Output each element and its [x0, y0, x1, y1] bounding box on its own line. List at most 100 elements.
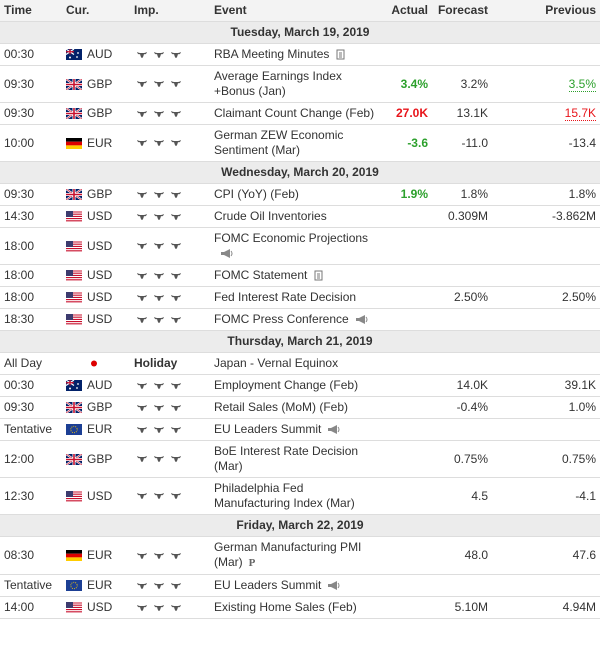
importance-icons: [137, 604, 181, 611]
flag: [65, 379, 82, 392]
event-row: 12:00 GBP BoE Interest Rate Decision (Mar)…: [0, 440, 600, 478]
currency-cell: USD: [62, 227, 130, 265]
date-row: Friday, March 22, 2019: [0, 514, 600, 537]
importance-icons: [137, 140, 181, 147]
event-row: 14:30 USD Crude Oil Inventories 0.309M -3.86…: [0, 205, 600, 228]
currency: USD: [87, 600, 113, 614]
importance-cell: Holiday: [130, 352, 210, 375]
importance-cell: [130, 396, 210, 419]
event-row: 09:30 GBP Claimant Count Change (Feb) 27.0K…: [0, 102, 600, 125]
time: 12:30: [0, 477, 62, 515]
forecast-cell: 14.0K: [432, 374, 492, 397]
previous: -4.1: [575, 488, 596, 503]
currency: USD: [87, 238, 113, 253]
importance-icons: [137, 493, 181, 500]
flag: [65, 188, 83, 202]
actual-cell: [386, 308, 432, 331]
actual-cell: 27.0K: [386, 102, 432, 125]
previous: 4.94M: [562, 600, 596, 614]
flag: [65, 107, 83, 121]
importance-icons: [137, 213, 181, 220]
time: 10:00: [0, 124, 62, 162]
time: 18:00: [0, 264, 62, 287]
importance-cell: [130, 65, 210, 103]
previous-cell: -4.1: [492, 477, 600, 515]
importance-icons: [137, 316, 181, 323]
forecast: -0.4%: [456, 400, 488, 414]
event: FOMC Press Conference: [214, 312, 349, 326]
importance-cell: [130, 227, 210, 265]
column-header: Cur.: [62, 0, 130, 22]
actual-cell: [386, 596, 432, 619]
actual-cell: [386, 227, 432, 265]
date-label: Friday, March 22, 2019: [0, 514, 600, 537]
forecast-cell: -0.4%: [432, 396, 492, 419]
previous-cell: [492, 308, 600, 331]
currency-cell: EUR: [62, 536, 130, 575]
currency-cell: USD: [62, 205, 130, 228]
importance-cell: [130, 124, 210, 162]
previous: -3.862M: [551, 209, 596, 223]
event-cell: Claimant Count Change (Feb): [210, 102, 386, 125]
event-row: 18:30 USD FOMC Press Conference: [0, 308, 600, 331]
flag: [66, 270, 82, 282]
event-row: 10:00 EUR German ZEW Economic Sentiment (M…: [0, 124, 600, 162]
event-row: 09:30 GBP Average Earnings Index +Bonus (J…: [0, 65, 600, 103]
currency-cell: GBP: [62, 396, 130, 419]
currency: GBP: [87, 76, 113, 91]
forecast-cell: [432, 418, 492, 441]
time: 09:30: [0, 65, 62, 103]
event-cell: FOMC Statement: [210, 264, 386, 287]
event-cell: BoE Interest Rate Decision (Mar): [210, 440, 386, 478]
importance-cell: [130, 183, 210, 206]
importance-cell: [130, 440, 210, 478]
forecast-cell: 0.75%: [432, 440, 492, 478]
previous: 3.5%: [568, 76, 596, 92]
importance-cell: [130, 308, 210, 331]
event-cell: German Manufacturing PMI (Mar) P: [210, 536, 386, 575]
actual: 27.0K: [395, 106, 428, 120]
event: Philadelphia Fed Manufacturing Index (Ma…: [214, 481, 355, 510]
flag: [65, 48, 82, 61]
time: 14:30: [0, 205, 62, 228]
event: Retail Sales (MoM) (Feb): [214, 400, 349, 414]
currency: USD: [87, 268, 113, 282]
event-row: 18:00 USD Fed Interest Rate Decision 2.50% 2…: [0, 286, 600, 309]
currency: GBP: [87, 400, 113, 414]
currency-cell: USD: [62, 308, 130, 331]
time: 00:30: [0, 374, 62, 397]
column-header: Previous: [492, 0, 600, 22]
actual: 3.4%: [400, 76, 428, 91]
forecast-cell: [432, 264, 492, 287]
event-cell: CPI (YoY) (Feb): [210, 183, 386, 206]
actual-cell: [386, 574, 432, 597]
actual-cell: [386, 264, 432, 287]
time: 09:30: [0, 183, 62, 206]
actual-cell: [386, 352, 432, 375]
event-row: 12:30 USD Philadelphia Fed Manufacturing I…: [0, 477, 600, 515]
event: Employment Change (Feb): [214, 378, 359, 392]
event-cell: FOMC Economic Projections: [210, 227, 386, 265]
importance-cell: [130, 286, 210, 309]
event-row: 00:30 AUD Employment Change (Feb) 14.0K 39.1…: [0, 374, 600, 397]
previous: 39.1K: [564, 378, 596, 392]
flag: [66, 424, 82, 436]
currency-cell: USD: [62, 596, 130, 619]
previous-cell: -3.862M: [492, 205, 600, 228]
event-cell: Average Earnings Index +Bonus (Jan): [210, 65, 386, 103]
previous: 1.8%: [568, 187, 596, 201]
header-row: Time Cur. Imp. Event Actual Forecast Previous: [0, 0, 600, 22]
forecast: 3.2%: [460, 76, 488, 91]
currency: EUR: [87, 548, 113, 562]
actual-cell: [386, 286, 432, 309]
currency-cell: AUD: [62, 374, 130, 397]
event: EU Leaders Summit: [214, 578, 322, 592]
previous-cell: 47.6: [492, 536, 600, 575]
speaker-icon: [328, 581, 340, 591]
importance-icons: [137, 243, 181, 250]
time: 08:30: [0, 536, 62, 575]
importance-icons: [137, 382, 181, 389]
actual-cell: -3.6: [386, 124, 432, 162]
flag: [66, 314, 82, 326]
